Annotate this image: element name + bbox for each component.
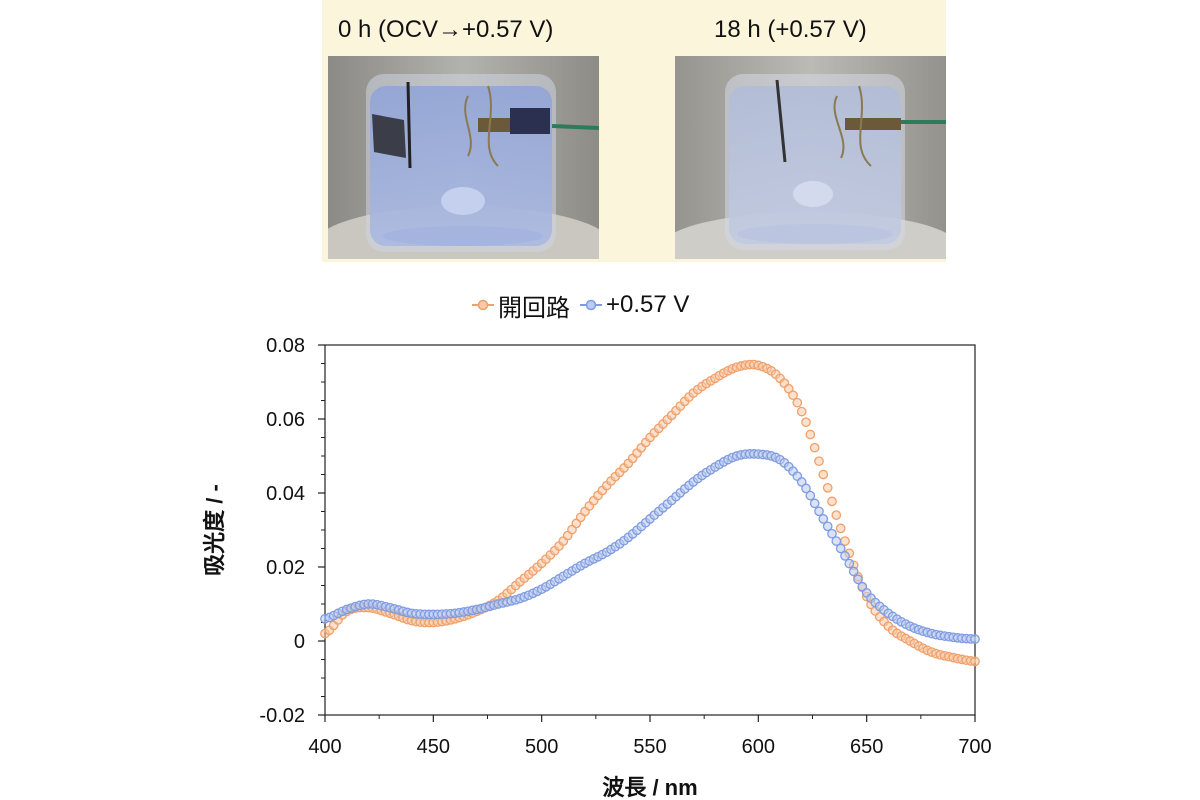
x-tick-label: 650 — [850, 736, 883, 758]
data-point — [818, 469, 829, 480]
y-tick-label: 0 — [294, 631, 305, 653]
data-point — [814, 506, 824, 517]
beaker-photo-18h — [675, 56, 946, 259]
data-point — [796, 477, 807, 487]
plot-area-frame — [324, 344, 976, 716]
series-layer — [320, 359, 980, 667]
data-point — [822, 521, 833, 532]
data-point — [783, 383, 794, 394]
legend-label-open-circuit: 開回路 — [498, 294, 570, 322]
y-tick-label: 0.06 — [266, 409, 305, 431]
data-point — [796, 406, 807, 417]
x-tick-label: 600 — [742, 736, 775, 758]
data-point — [822, 482, 833, 493]
data-point — [818, 514, 829, 524]
x-tick-label: 700 — [958, 736, 991, 758]
tick-layer: 400 450 500 550 600 650 700 -0.02 0 0.02 0.04 0.06 0… — [259, 335, 991, 758]
series-057v — [320, 449, 980, 644]
data-point — [788, 390, 798, 401]
x-tick-label: 450 — [417, 736, 450, 758]
legend-marker-orange — [472, 299, 494, 311]
x-tick-label: 500 — [525, 736, 558, 758]
data-point — [827, 528, 837, 539]
y-tick-label: 0.02 — [266, 557, 305, 579]
data-point — [835, 543, 846, 554]
data-point — [805, 429, 816, 440]
data-point — [792, 397, 803, 408]
beaker-photo-initial — [328, 56, 599, 259]
x-axis-title: 波長 / nm — [602, 775, 697, 800]
data-point — [835, 523, 846, 534]
legend-item-open-circuit: 開回路 — [472, 288, 570, 323]
data-point — [853, 574, 863, 585]
data-point — [970, 656, 980, 667]
data-point — [970, 634, 980, 644]
data-point — [827, 496, 837, 507]
data-point — [831, 510, 842, 520]
legend-marker-blue — [580, 299, 602, 311]
photo-panel: 0 h (OCV→+0.57 V) 18 h (+0.57 V) — [322, 0, 946, 262]
photo-label-left: 0 h (OCV→+0.57 V) — [338, 16, 554, 43]
data-point — [840, 551, 850, 561]
data-point — [814, 456, 824, 467]
data-point — [844, 558, 855, 569]
data-point — [831, 536, 842, 546]
legend-label-057v: +0.57 V — [606, 291, 690, 318]
data-point — [801, 483, 811, 494]
y-tick-label: 0.08 — [266, 335, 305, 357]
data-point — [801, 417, 811, 428]
x-tick-label: 400 — [308, 736, 341, 758]
legend-item-057v: +0.57 V — [580, 291, 689, 319]
data-point — [809, 442, 820, 453]
y-tick-label: 0.04 — [266, 483, 305, 505]
chart-legend: 開回路 +0.57 V — [472, 288, 689, 323]
data-point — [848, 566, 859, 577]
y-tick-label: -0.02 — [259, 705, 305, 727]
data-point — [809, 498, 820, 509]
y-axis-title: 吸光度 / - — [202, 484, 227, 576]
x-tick-label: 550 — [633, 736, 666, 758]
photo-label-right: 18 h (+0.57 V) — [714, 16, 867, 43]
data-point — [805, 490, 816, 501]
